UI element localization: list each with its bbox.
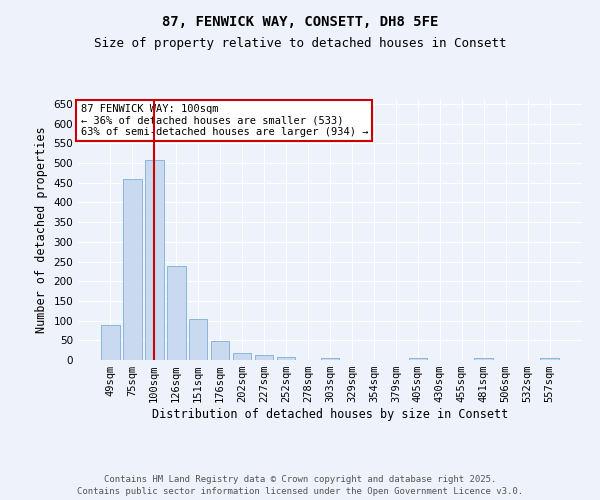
Bar [409,358,427,360]
X-axis label: Distribution of detached houses by size in Consett: Distribution of detached houses by size … [152,408,508,421]
Bar [145,160,164,360]
Bar [189,318,208,360]
Bar [123,179,142,360]
Bar [277,357,295,360]
Bar [211,341,229,360]
Y-axis label: Number of detached properties: Number of detached properties [35,126,48,334]
Bar [541,358,559,360]
Bar [233,354,251,360]
Bar [475,358,493,360]
Text: 87, FENWICK WAY, CONSETT, DH8 5FE: 87, FENWICK WAY, CONSETT, DH8 5FE [162,15,438,29]
Bar [101,324,119,360]
Bar [167,266,185,360]
Text: 87 FENWICK WAY: 100sqm
← 36% of detached houses are smaller (533)
63% of semi-de: 87 FENWICK WAY: 100sqm ← 36% of detached… [80,104,368,137]
Text: Size of property relative to detached houses in Consett: Size of property relative to detached ho… [94,38,506,51]
Text: Contains public sector information licensed under the Open Government Licence v3: Contains public sector information licen… [77,487,523,496]
Bar [320,358,340,360]
Text: Contains HM Land Registry data © Crown copyright and database right 2025.: Contains HM Land Registry data © Crown c… [104,475,496,484]
Bar [255,355,274,360]
